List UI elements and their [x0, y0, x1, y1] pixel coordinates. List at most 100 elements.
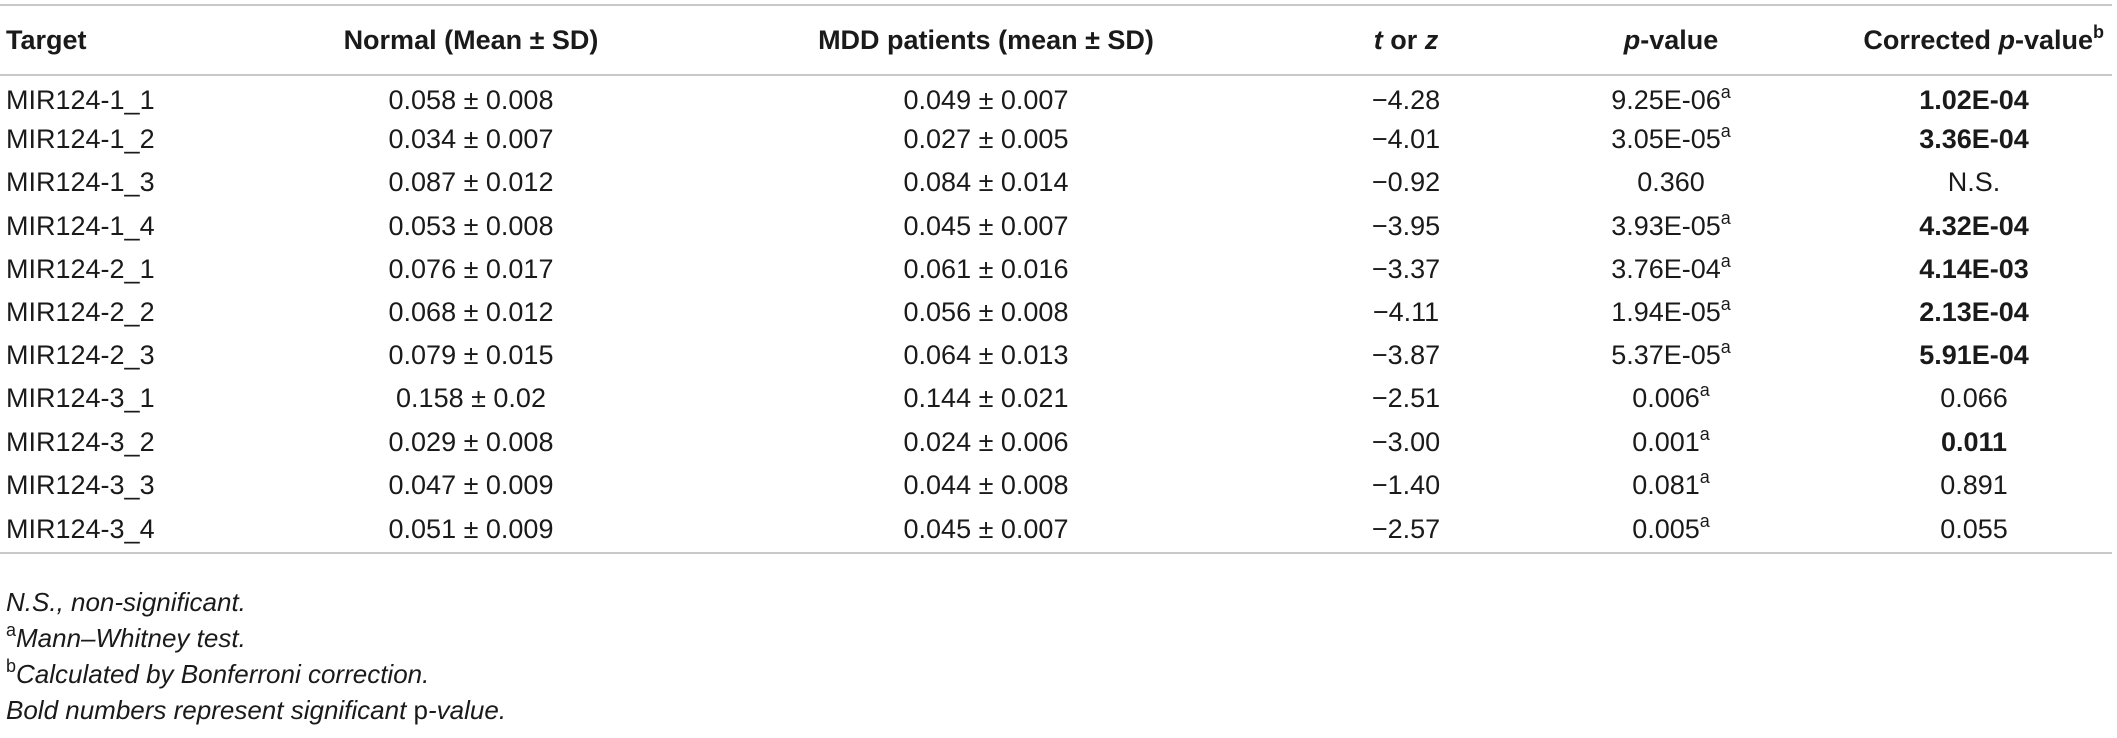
cell-target-value: MIR124-1_1	[6, 84, 155, 115]
cell-mdd-value: 0.024 ± 0.006	[903, 426, 1069, 457]
cell-corrected-p-value: 3.36E-04	[1836, 118, 2112, 161]
cell-normal-value: 0.158 ± 0.02	[396, 383, 546, 414]
cell-corrected-p-value-value: 5.91E-04	[1919, 340, 2029, 371]
cell-p-value-value: 1.94E-05	[1611, 297, 1721, 328]
p-value-footnote-mark: a	[1720, 250, 1731, 271]
cell-corrected-p-value: 0.891	[1836, 464, 2112, 507]
cell-target: MIR124-1_3	[0, 161, 276, 204]
cell-mdd: 0.084 ± 0.014	[666, 161, 1306, 204]
cell-t-or-z-value: −1.40	[1371, 469, 1441, 500]
cell-target: MIR124-2_3	[0, 334, 276, 377]
table-row: MIR124-1_1 0.058 ± 0.008 0.049 ± 0.007 −4.2…	[0, 75, 2112, 118]
cell-corrected-p-value: 0.011	[1836, 421, 2112, 464]
cell-mdd: 0.061 ± 0.016	[666, 248, 1306, 291]
cell-p-value: 0.360	[1506, 161, 1836, 204]
cell-corrected-p-value-value: 0.055	[1940, 513, 2008, 544]
cell-mdd-value: 0.064 ± 0.013	[903, 340, 1069, 371]
cell-p-value-value: 0.006	[1632, 383, 1700, 414]
cell-t-or-z: −4.01	[1306, 118, 1506, 161]
cell-corrected-p-value-value: 4.32E-04	[1919, 210, 2029, 241]
header-z-symbol: z	[1424, 24, 1439, 55]
cell-corrected-p-value: 0.066	[1836, 377, 2112, 420]
cell-mdd: 0.024 ± 0.006	[666, 421, 1306, 464]
header-mdd-label: MDD patients (mean ± SD)	[818, 24, 1154, 55]
cell-p-value: 0.006a	[1506, 377, 1836, 420]
cell-normal-value: 0.068 ± 0.012	[388, 297, 554, 328]
cell-t-or-z-value: −3.95	[1371, 210, 1441, 241]
cell-p-value-value: 0.005	[1632, 513, 1700, 544]
header-t-or-z: t or z	[1306, 4, 1506, 76]
table-row: MIR124-3_4 0.051 ± 0.009 0.045 ± 0.007 −2.5…	[0, 506, 2112, 554]
cell-t-or-z-value: −3.37	[1371, 253, 1441, 284]
cell-normal: 0.158 ± 0.02	[276, 377, 666, 420]
cell-t-or-z: −3.00	[1306, 421, 1506, 464]
header-target: Target	[0, 4, 276, 76]
header-corrected-value-text: -value	[2014, 24, 2093, 55]
cell-corrected-p-value: 1.02E-04	[1836, 75, 2112, 118]
cell-normal-value: 0.029 ± 0.008	[388, 426, 554, 457]
cell-p-value: 0.001a	[1506, 421, 1836, 464]
header-p-value: p-value	[1506, 4, 1836, 76]
header-corrected-text: Corrected	[1863, 24, 1999, 55]
cell-p-value: 3.05E-05a	[1506, 118, 1836, 161]
cell-target: MIR124-2_2	[0, 291, 276, 334]
cell-mdd-value: 0.056 ± 0.008	[903, 297, 1069, 328]
cell-t-or-z: −2.57	[1306, 506, 1506, 554]
p-value-footnote-mark: a	[1699, 510, 1710, 531]
table-row: MIR124-2_3 0.079 ± 0.015 0.064 ± 0.013 −3.8…	[0, 334, 2112, 377]
p-value-footnote-mark: a	[1699, 423, 1710, 444]
cell-normal: 0.076 ± 0.017	[276, 248, 666, 291]
cell-corrected-p-value-value: 0.011	[1940, 426, 2008, 457]
cell-mdd-value: 0.027 ± 0.005	[903, 124, 1069, 155]
cell-normal-value: 0.058 ± 0.008	[388, 84, 554, 115]
cell-normal-value: 0.051 ± 0.009	[388, 513, 554, 544]
cell-target-value: MIR124-3_1	[6, 383, 155, 414]
cell-target-value: MIR124-2_2	[6, 297, 155, 328]
cell-mdd: 0.044 ± 0.008	[666, 464, 1306, 507]
footnote-b: bCalculated by Bonferroni correction.	[6, 656, 506, 692]
cell-mdd: 0.144 ± 0.021	[666, 377, 1306, 420]
cell-t-or-z: −2.51	[1306, 377, 1506, 420]
cell-corrected-p-value-value: 1.02E-04	[1919, 84, 2029, 115]
cell-p-value: 0.005a	[1506, 506, 1836, 554]
footnote-b-text: Calculated by Bonferroni correction.	[16, 659, 430, 689]
cell-t-or-z: −4.28	[1306, 75, 1506, 118]
cell-t-or-z-value: −3.00	[1371, 426, 1441, 457]
cell-mdd: 0.045 ± 0.007	[666, 205, 1306, 248]
table-body: MIR124-1_1 0.058 ± 0.008 0.049 ± 0.007 −4.2…	[0, 75, 2112, 554]
cell-p-value-value: 3.05E-05	[1611, 124, 1721, 155]
footnote-bold-p: p	[413, 695, 429, 725]
cell-normal-value: 0.053 ± 0.008	[388, 210, 554, 241]
header-row: Target Normal (Mean ± SD) MDD patients (…	[0, 4, 2112, 76]
cell-mdd-value: 0.061 ± 0.016	[903, 253, 1069, 284]
p-value-footnote-mark: a	[1699, 466, 1710, 487]
footnote-bold-text: Bold numbers represent significant	[6, 695, 414, 725]
cell-corrected-p-value-value: 2.13E-04	[1919, 297, 2029, 328]
cell-mdd-value: 0.045 ± 0.007	[903, 513, 1069, 544]
cell-p-value-value: 3.76E-04	[1611, 253, 1721, 284]
cell-normal-value: 0.079 ± 0.015	[388, 340, 554, 371]
cell-target: MIR124-3_4	[0, 506, 276, 554]
cell-normal: 0.047 ± 0.009	[276, 464, 666, 507]
cell-target-value: MIR124-1_4	[6, 210, 155, 241]
header-corrected-p-value: Corrected p-valueb	[1836, 4, 2112, 76]
cell-normal: 0.029 ± 0.008	[276, 421, 666, 464]
cell-target: MIR124-3_3	[0, 464, 276, 507]
cell-normal: 0.053 ± 0.008	[276, 205, 666, 248]
cell-p-value: 5.37E-05a	[1506, 334, 1836, 377]
cell-mdd-value: 0.044 ± 0.008	[903, 469, 1069, 500]
cell-t-or-z: −3.87	[1306, 334, 1506, 377]
header-p-value-text: -value	[1640, 24, 1719, 55]
cell-mdd-value: 0.084 ± 0.014	[903, 167, 1069, 198]
cell-target: MIR124-2_1	[0, 248, 276, 291]
header-target-label: Target	[6, 24, 87, 55]
cell-normal-value: 0.076 ± 0.017	[388, 253, 554, 284]
cell-corrected-p-value-value: 0.891	[1940, 469, 2008, 500]
cell-p-value: 3.76E-04a	[1506, 248, 1836, 291]
cell-p-value-value: 0.360	[1637, 167, 1705, 198]
cell-corrected-p-value: N.S.	[1836, 161, 2112, 204]
cell-corrected-p-value-value: 4.14E-03	[1919, 253, 2029, 284]
p-value-footnote-mark: a	[1720, 81, 1731, 102]
cell-normal-value: 0.034 ± 0.007	[388, 124, 554, 155]
cell-t-or-z-value: −4.01	[1371, 124, 1441, 155]
